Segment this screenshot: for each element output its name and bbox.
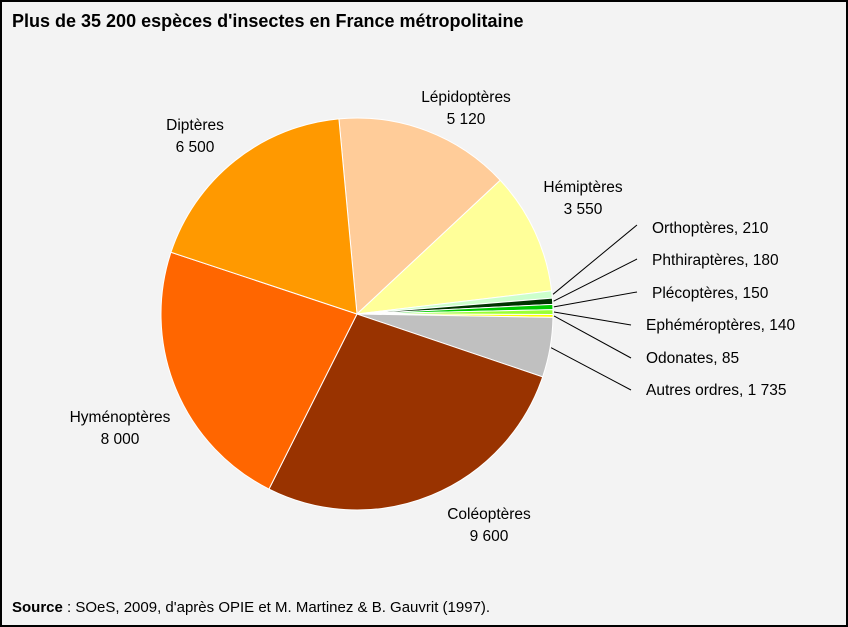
slice-label-odonates: Odonates, 85 [646,350,739,367]
pie-slice-hymenopteres [160,251,358,490]
slice-label-lepidopteres: Lépidoptères [421,89,511,106]
slice-label-dipteres: Diptères [166,117,224,134]
pie-slice-dipteres [170,118,358,315]
pie-slice-coleopteres [268,313,544,511]
slice-label-hymenopteres: Hyménoptères [70,409,171,426]
leader-line-phthirapteres [553,258,638,302]
leader-line-odonates [553,315,632,359]
slice-value-hymenopteres: 8 000 [101,431,140,448]
pie-slices [160,117,554,511]
slice-label-plecopteres: Plécoptères, 150 [652,285,769,302]
leader-lines [550,224,638,391]
chart-title: Plus de 35 200 espèces d'insectes en Fra… [12,11,524,31]
slice-label-autres-ordres: Autres ordres, 1 735 [646,382,786,399]
source-note: Source : SOeS, 2009, d'après OPIE et M. … [12,599,490,616]
leader-line-autres-ordres [550,347,632,391]
slice-value-lepidopteres: 5 120 [447,111,486,128]
leader-line-plecopteres [553,291,638,308]
slice-label-orthopteres: Orthoptères, 210 [652,220,769,237]
leader-line-orthopteres [552,224,638,295]
slice-labels: Lépidoptères 5 120 Hémiptères 3 550 Orthoptè… [70,89,796,545]
slice-value-coleopteres: 9 600 [470,528,509,545]
source-text: : SOeS, 2009, d'après OPIE et M. Martine… [62,599,491,616]
slice-value-dipteres: 6 500 [176,139,215,156]
pie-slice-lepidopteres [338,117,501,315]
pie-slice-hemipteres [356,179,553,315]
slice-label-ephemeropteres: Ephéméroptères, 140 [646,317,795,334]
leader-line-ephemeropteres [553,311,632,326]
slice-label-coleopteres: Coléoptères [447,506,531,523]
slice-label-phthirapteres: Phthiraptères, 180 [652,252,779,269]
source-label: Source [12,599,63,616]
slice-value-hemipteres: 3 550 [564,201,603,218]
slice-label-hemipteres: Hémiptères [543,179,622,196]
